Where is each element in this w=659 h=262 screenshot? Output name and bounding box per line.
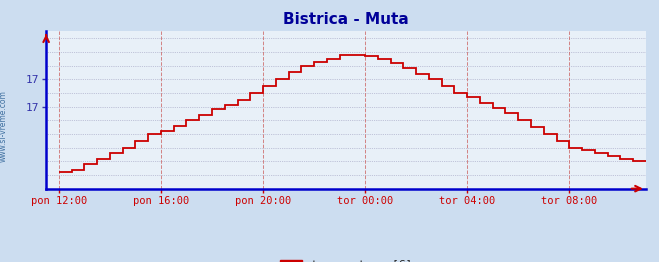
Title: Bistrica - Muta: Bistrica - Muta [283,13,409,28]
Legend: temperatura [C]: temperatura [C] [275,255,416,262]
Text: www.si-vreme.com: www.si-vreme.com [0,90,8,162]
